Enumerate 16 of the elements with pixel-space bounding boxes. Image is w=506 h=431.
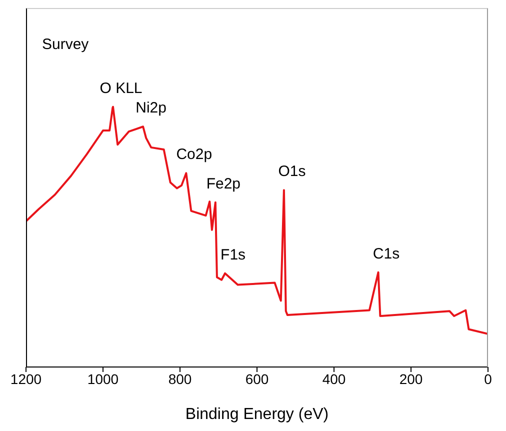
text: Survey bbox=[42, 36, 89, 53]
x-tick-label: 600 bbox=[245, 370, 269, 387]
x-axis-title: Binding Energy (eV) bbox=[185, 406, 329, 423]
annotation: F1s bbox=[220, 246, 246, 264]
x-tick-label: 1000 bbox=[87, 370, 119, 387]
annotation: Fe2p bbox=[206, 175, 241, 192]
annotation: O1s bbox=[278, 163, 306, 180]
annotation: O KLL bbox=[100, 80, 142, 97]
x-tick-label: 0 bbox=[484, 370, 492, 387]
annotation: C1s bbox=[372, 245, 400, 262]
annotation: Co2p bbox=[176, 146, 212, 164]
x-tick-label: 1200 bbox=[10, 370, 42, 387]
annotation: Ni2p bbox=[136, 100, 166, 117]
x-tick-label: 200 bbox=[399, 370, 423, 387]
x-tick-label: 800 bbox=[168, 370, 192, 387]
x-tick-label: 400 bbox=[322, 370, 346, 387]
